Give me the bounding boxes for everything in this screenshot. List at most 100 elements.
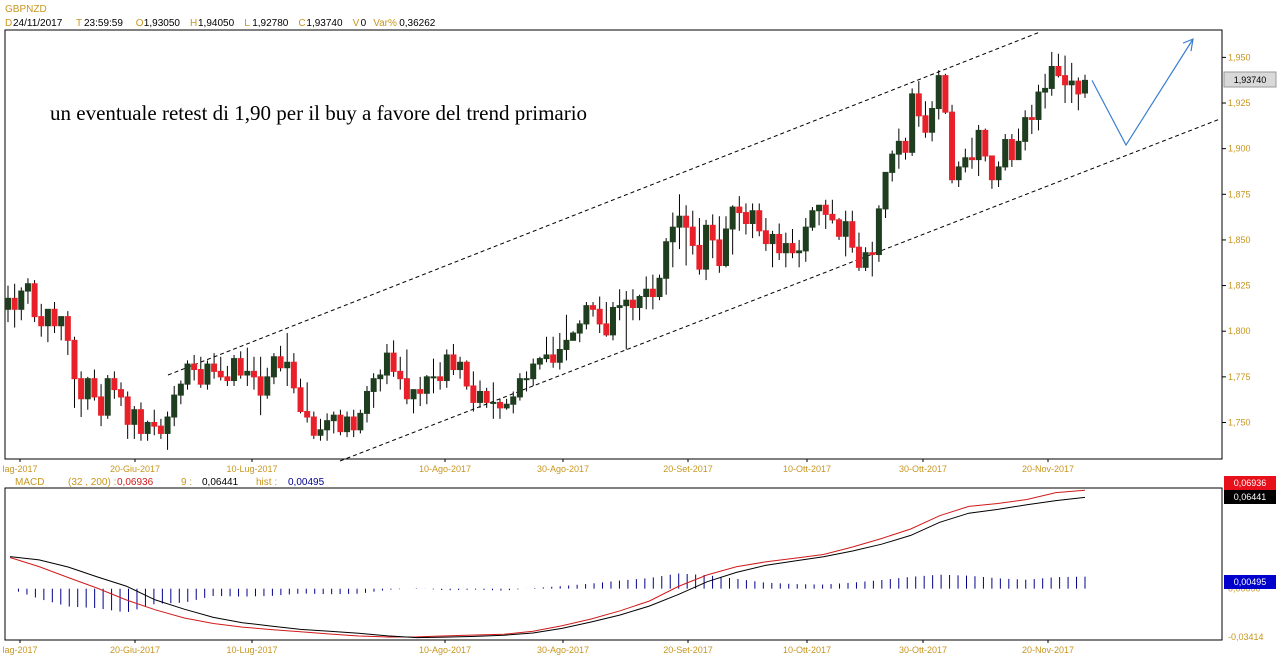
candle-up [583, 305, 590, 325]
candle-up [457, 361, 464, 371]
candle-down [157, 425, 164, 434]
candle-down [118, 389, 125, 398]
macd-legend-label: 9 : [181, 477, 192, 488]
candle-down [417, 389, 424, 394]
macd-legend-value: 0,06936 [117, 477, 154, 488]
macd-value-tag [1224, 490, 1276, 504]
candle-up [171, 394, 178, 418]
candle-up [643, 288, 650, 298]
candle-up [609, 306, 616, 336]
candle-up [729, 206, 736, 230]
candle-down [277, 356, 284, 369]
header-value: 0,36262 [399, 18, 436, 29]
candle-down [756, 210, 763, 232]
candle-up [204, 363, 211, 385]
candle-up [423, 376, 430, 394]
date-label: 10-Lug-2017 [226, 645, 277, 655]
candle-up [536, 358, 543, 365]
macd-value-tag-label: 0,00495 [1234, 577, 1267, 587]
macd-title: MACD [15, 477, 44, 488]
candle-down [949, 111, 956, 181]
candle-down [310, 416, 317, 436]
macd-value-tags: 0,06936 0,06441 0,00495 [1224, 476, 1276, 589]
candlesticks [5, 51, 1088, 450]
candle-down [337, 414, 344, 433]
header-value: 1,92780 [252, 18, 289, 29]
macd-tick-label: -0,03414 [1228, 632, 1264, 642]
price-tick-label: 1,850 [1228, 235, 1251, 245]
header-ohlc-row: D 24/11/2017 T 23:59:59 O 1,93050 H 1,94050 L 1,9… [5, 18, 436, 29]
candle-down [350, 416, 357, 431]
header-key: V [353, 18, 360, 29]
header-key: H [190, 18, 197, 29]
candle-up [144, 421, 151, 434]
date-axis-bottom: lag-2017 20-Giu-2017 10-Lug-2017 10-Ago-201… [2, 640, 1074, 655]
candle-up [809, 210, 816, 228]
candle-down [789, 243, 796, 254]
candle-up [895, 140, 902, 155]
header-key: D [5, 18, 12, 29]
candle-up [370, 378, 377, 392]
candle-up [676, 215, 683, 228]
candle-up [782, 243, 789, 254]
candle-down [64, 316, 71, 341]
candle-up [749, 210, 756, 225]
candle-up [24, 283, 31, 292]
header-value: 23:59:59 [84, 18, 123, 29]
candle-down [836, 219, 843, 237]
macd-legend-value: 0,06441 [202, 477, 239, 488]
candle-down [397, 370, 404, 380]
candle-up [184, 363, 191, 385]
candle-down [151, 421, 158, 427]
candle-up [556, 348, 563, 363]
candle-up [889, 153, 896, 173]
projection-arrowhead [1182, 38, 1194, 52]
candle-down [550, 354, 557, 363]
candle-down [470, 385, 477, 403]
candle-up [510, 396, 517, 405]
candle-down [922, 115, 929, 133]
candle-down [463, 361, 470, 387]
candle-down [603, 323, 610, 336]
candle-up [663, 241, 670, 279]
macd-value-tag-label: 0,06936 [1234, 478, 1267, 488]
candle-up [723, 228, 729, 266]
macd-value-tag [1224, 575, 1276, 589]
date-label: 30-Ago-2017 [537, 645, 589, 655]
candle-up [962, 157, 969, 168]
candle-down [709, 224, 716, 241]
candle-up [357, 412, 364, 431]
candle-up [270, 356, 277, 378]
candle-down [237, 358, 244, 376]
candle-up [842, 221, 849, 237]
candle-up [244, 370, 251, 376]
candle-up [330, 414, 337, 422]
price-tick-label: 1,925 [1228, 98, 1251, 108]
candle-up [1022, 117, 1029, 142]
date-label: lag-2017 [2, 464, 37, 474]
candle-up [317, 429, 324, 436]
candle-down [91, 378, 98, 398]
price-tick-label: 1,825 [1228, 281, 1251, 291]
header-key: Var% [373, 18, 397, 29]
candle-down [683, 215, 690, 228]
candle-up [929, 107, 936, 133]
candle-up [58, 316, 65, 327]
candle-up [1042, 87, 1049, 93]
date-label: 10-Lug-2017 [226, 464, 277, 474]
candle-up [796, 250, 803, 254]
macd-panel [4, 487, 1223, 641]
candle-down [124, 396, 131, 425]
candle-up [576, 323, 583, 334]
candle-up [1015, 140, 1022, 161]
candle-down [257, 376, 264, 396]
macd-line [9, 489, 1086, 638]
price-tick-label: 1,750 [1228, 417, 1251, 427]
candle-down [297, 387, 304, 413]
candle-up [104, 378, 111, 416]
candle-down [855, 246, 862, 268]
candle-up [570, 332, 577, 341]
date-label: 20-Set-2017 [663, 464, 713, 474]
candle-down [38, 316, 45, 327]
